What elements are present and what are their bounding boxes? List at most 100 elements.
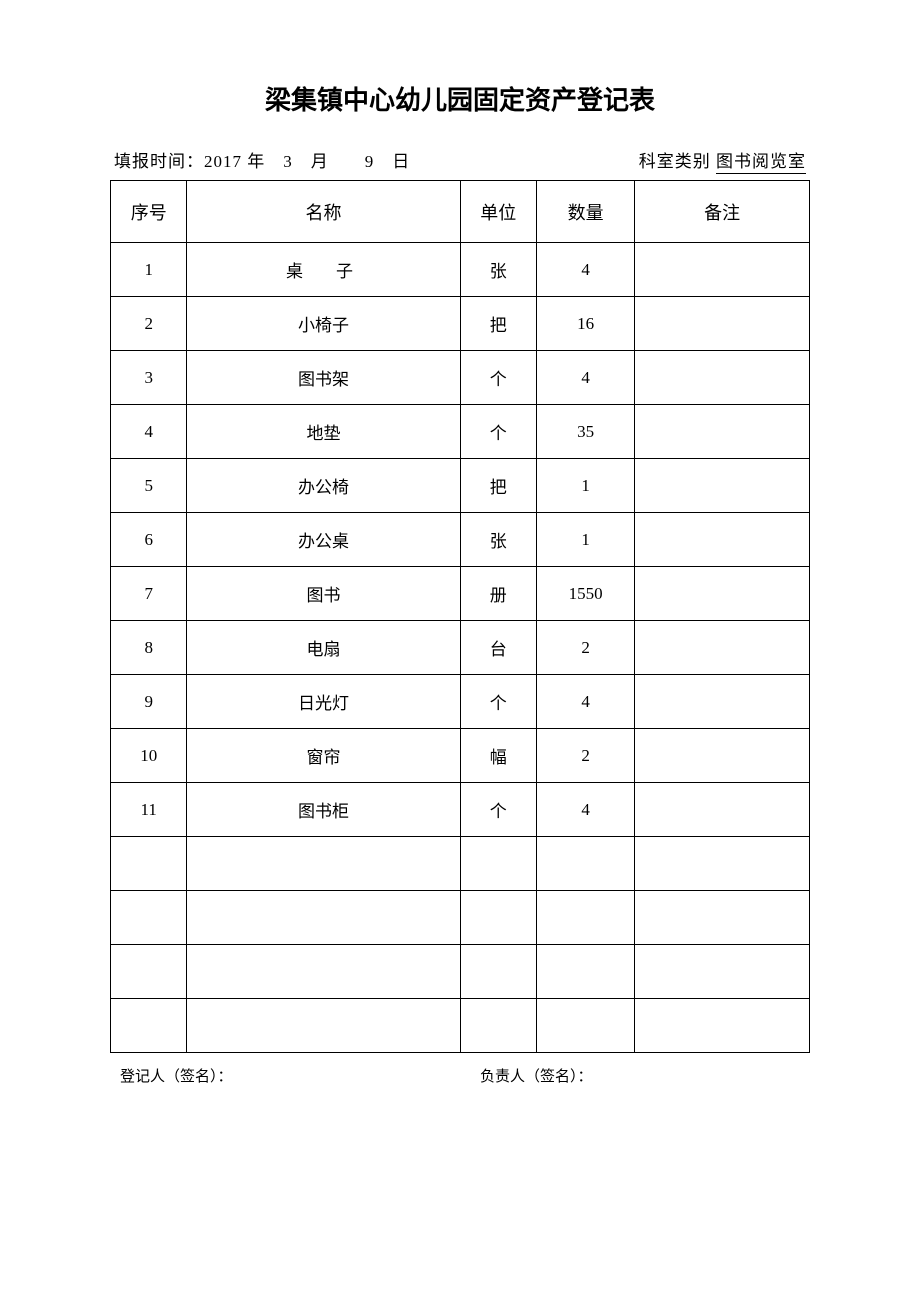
cell-qty: 35 bbox=[536, 405, 634, 459]
cell-qty: 4 bbox=[536, 351, 634, 405]
cell-qty: 4 bbox=[536, 783, 634, 837]
cell-note bbox=[635, 459, 810, 513]
cell-note bbox=[635, 729, 810, 783]
cell-seq: 5 bbox=[111, 459, 187, 513]
responsible-signature: 负责人（签名）： bbox=[440, 1065, 800, 1086]
date-label: 填报时间： bbox=[114, 152, 204, 171]
cell-seq: 2 bbox=[111, 297, 187, 351]
cell-name: 图书 bbox=[187, 567, 460, 621]
cell-qty bbox=[536, 945, 634, 999]
cell-note bbox=[635, 351, 810, 405]
cell-unit: 个 bbox=[460, 675, 536, 729]
cell-unit bbox=[460, 999, 536, 1053]
table-row: 10 窗帘 幅 2 bbox=[111, 729, 810, 783]
table-row: 11 图书柜 个 4 bbox=[111, 783, 810, 837]
table-row: 9 日光灯 个 4 bbox=[111, 675, 810, 729]
cell-note bbox=[635, 783, 810, 837]
cell-unit: 个 bbox=[460, 351, 536, 405]
date-value: 2017 年 3 月 9 日 bbox=[204, 152, 410, 171]
col-header-qty: 数量 bbox=[536, 181, 634, 243]
document-page: 梁集镇中心幼儿园固定资产登记表 填报时间：2017 年 3 月 9 日 科室类别… bbox=[110, 80, 810, 1086]
cell-qty: 1 bbox=[536, 459, 634, 513]
cell-name: 地垫 bbox=[187, 405, 460, 459]
cell-name: 电扇 bbox=[187, 621, 460, 675]
table-row: 5 办公椅 把 1 bbox=[111, 459, 810, 513]
table-row bbox=[111, 945, 810, 999]
cell-note bbox=[635, 891, 810, 945]
cell-seq bbox=[111, 945, 187, 999]
cell-qty bbox=[536, 999, 634, 1053]
asset-table: 序号 名称 单位 数量 备注 1 桌 子 张 4 2 小椅子 把 16 bbox=[110, 180, 810, 1053]
cell-name bbox=[187, 999, 460, 1053]
registrant-signature: 登记人（签名）： bbox=[120, 1065, 440, 1086]
cell-name: 图书架 bbox=[187, 351, 460, 405]
dept-label: 科室类别 bbox=[639, 152, 711, 171]
cell-seq bbox=[111, 999, 187, 1053]
cell-seq bbox=[111, 837, 187, 891]
document-title: 梁集镇中心幼儿园固定资产登记表 bbox=[110, 80, 810, 117]
cell-qty bbox=[536, 837, 634, 891]
cell-note bbox=[635, 675, 810, 729]
cell-seq: 9 bbox=[111, 675, 187, 729]
col-header-unit: 单位 bbox=[460, 181, 536, 243]
header-info-row: 填报时间：2017 年 3 月 9 日 科室类别 图书阅览室 bbox=[110, 147, 810, 172]
col-header-name: 名称 bbox=[187, 181, 460, 243]
cell-seq: 6 bbox=[111, 513, 187, 567]
cell-name: 图书柜 bbox=[187, 783, 460, 837]
cell-note bbox=[635, 243, 810, 297]
cell-unit bbox=[460, 945, 536, 999]
cell-unit: 个 bbox=[460, 405, 536, 459]
table-row bbox=[111, 891, 810, 945]
cell-name: 办公桌 bbox=[187, 513, 460, 567]
cell-seq: 8 bbox=[111, 621, 187, 675]
cell-name bbox=[187, 945, 460, 999]
cell-note bbox=[635, 567, 810, 621]
cell-note bbox=[635, 621, 810, 675]
table-row: 3 图书架 个 4 bbox=[111, 351, 810, 405]
cell-name: 窗帘 bbox=[187, 729, 460, 783]
cell-seq: 3 bbox=[111, 351, 187, 405]
cell-qty bbox=[536, 891, 634, 945]
cell-qty: 1 bbox=[536, 513, 634, 567]
table-row bbox=[111, 837, 810, 891]
cell-unit: 张 bbox=[460, 243, 536, 297]
cell-unit bbox=[460, 837, 536, 891]
cell-name: 小椅子 bbox=[187, 297, 460, 351]
table-row: 7 图书 册 1550 bbox=[111, 567, 810, 621]
cell-qty: 2 bbox=[536, 729, 634, 783]
cell-name bbox=[187, 837, 460, 891]
cell-unit: 幅 bbox=[460, 729, 536, 783]
col-header-seq: 序号 bbox=[111, 181, 187, 243]
dept-value: 图书阅览室 bbox=[716, 152, 806, 174]
cell-seq: 4 bbox=[111, 405, 187, 459]
cell-unit: 张 bbox=[460, 513, 536, 567]
department-category: 科室类别 图书阅览室 bbox=[639, 147, 806, 172]
cell-unit: 个 bbox=[460, 783, 536, 837]
table-row bbox=[111, 999, 810, 1053]
cell-qty: 4 bbox=[536, 243, 634, 297]
table-row: 2 小椅子 把 16 bbox=[111, 297, 810, 351]
cell-unit: 册 bbox=[460, 567, 536, 621]
cell-seq: 1 bbox=[111, 243, 187, 297]
cell-note bbox=[635, 405, 810, 459]
cell-note bbox=[635, 945, 810, 999]
cell-qty: 4 bbox=[536, 675, 634, 729]
table-row: 8 电扇 台 2 bbox=[111, 621, 810, 675]
cell-note bbox=[635, 513, 810, 567]
cell-seq: 11 bbox=[111, 783, 187, 837]
cell-qty: 1550 bbox=[536, 567, 634, 621]
cell-unit: 把 bbox=[460, 459, 536, 513]
cell-qty: 16 bbox=[536, 297, 634, 351]
cell-note bbox=[635, 297, 810, 351]
table-body: 1 桌 子 张 4 2 小椅子 把 16 3 图书架 个 4 4 bbox=[111, 243, 810, 1053]
cell-unit: 把 bbox=[460, 297, 536, 351]
cell-unit bbox=[460, 891, 536, 945]
col-header-note: 备注 bbox=[635, 181, 810, 243]
table-header-row: 序号 名称 单位 数量 备注 bbox=[111, 181, 810, 243]
cell-note bbox=[635, 999, 810, 1053]
table-row: 6 办公桌 张 1 bbox=[111, 513, 810, 567]
cell-seq: 10 bbox=[111, 729, 187, 783]
cell-name: 办公椅 bbox=[187, 459, 460, 513]
cell-qty: 2 bbox=[536, 621, 634, 675]
cell-note bbox=[635, 837, 810, 891]
